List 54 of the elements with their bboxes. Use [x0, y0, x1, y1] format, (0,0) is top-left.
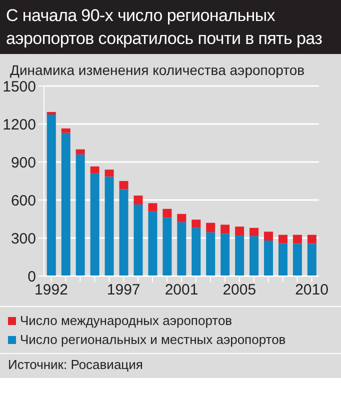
- text: Источник: Росавиация: [7, 356, 144, 374]
- y-tick-label: 600: [10, 192, 36, 210]
- bar: [292, 244, 302, 276]
- bar: [134, 196, 143, 204]
- x-tick-label: 1992: [34, 282, 68, 299]
- bar: [264, 240, 273, 276]
- bar: [76, 154, 85, 276]
- bar: [148, 211, 158, 276]
- y-tick-label: 1200: [2, 116, 36, 134]
- chart-title: С начала 90-х число региональных аэропортов сократилось почти в пять раз: [0, 0, 341, 54]
- bar: [134, 204, 143, 276]
- bar: [104, 176, 114, 276]
- bar: [119, 189, 128, 276]
- bar: [307, 234, 316, 244]
- x-tick-label: 2010: [295, 282, 328, 299]
- y-tick-label: 0: [28, 268, 36, 286]
- bar: [250, 236, 259, 276]
- bar: [90, 166, 100, 174]
- bar: [192, 220, 201, 228]
- y-tick-label: 900: [10, 154, 36, 172]
- bar: [264, 232, 273, 241]
- bar: [235, 226, 244, 236]
- bar: [61, 128, 70, 133]
- bar: [46, 112, 56, 114]
- bar: [177, 222, 186, 276]
- bar: [177, 214, 186, 222]
- bar: [119, 181, 128, 190]
- bar: [148, 203, 158, 212]
- x-tick-label: 1997: [106, 282, 140, 299]
- bar: [206, 222, 216, 232]
- bar: [307, 244, 316, 276]
- legend-label: Число региональных и местных аэропортов: [20, 331, 286, 349]
- bar: [192, 228, 201, 276]
- bar: [162, 218, 172, 276]
- bar: [162, 208, 172, 218]
- bar: [278, 243, 288, 276]
- bar: [220, 224, 230, 234]
- bar: [220, 234, 230, 276]
- bar: [206, 232, 216, 276]
- chart-subtitle: Динамика изменения количества аэропортов: [9, 61, 306, 78]
- x-tick-label: 2005: [222, 282, 256, 299]
- bar: [235, 235, 244, 276]
- y-tick-label: 300: [10, 230, 36, 248]
- bar: [250, 228, 259, 236]
- x-tick-label: 2001: [164, 282, 198, 299]
- bar: [46, 114, 56, 276]
- y-tick-label: 1500: [2, 78, 36, 96]
- bar: [278, 234, 288, 244]
- bar: [76, 149, 85, 154]
- legend-label: Число международных аэропортов: [20, 312, 232, 330]
- bar: [104, 170, 114, 177]
- bar: [90, 173, 100, 276]
- bar: [61, 132, 70, 276]
- bar: [292, 234, 302, 244]
